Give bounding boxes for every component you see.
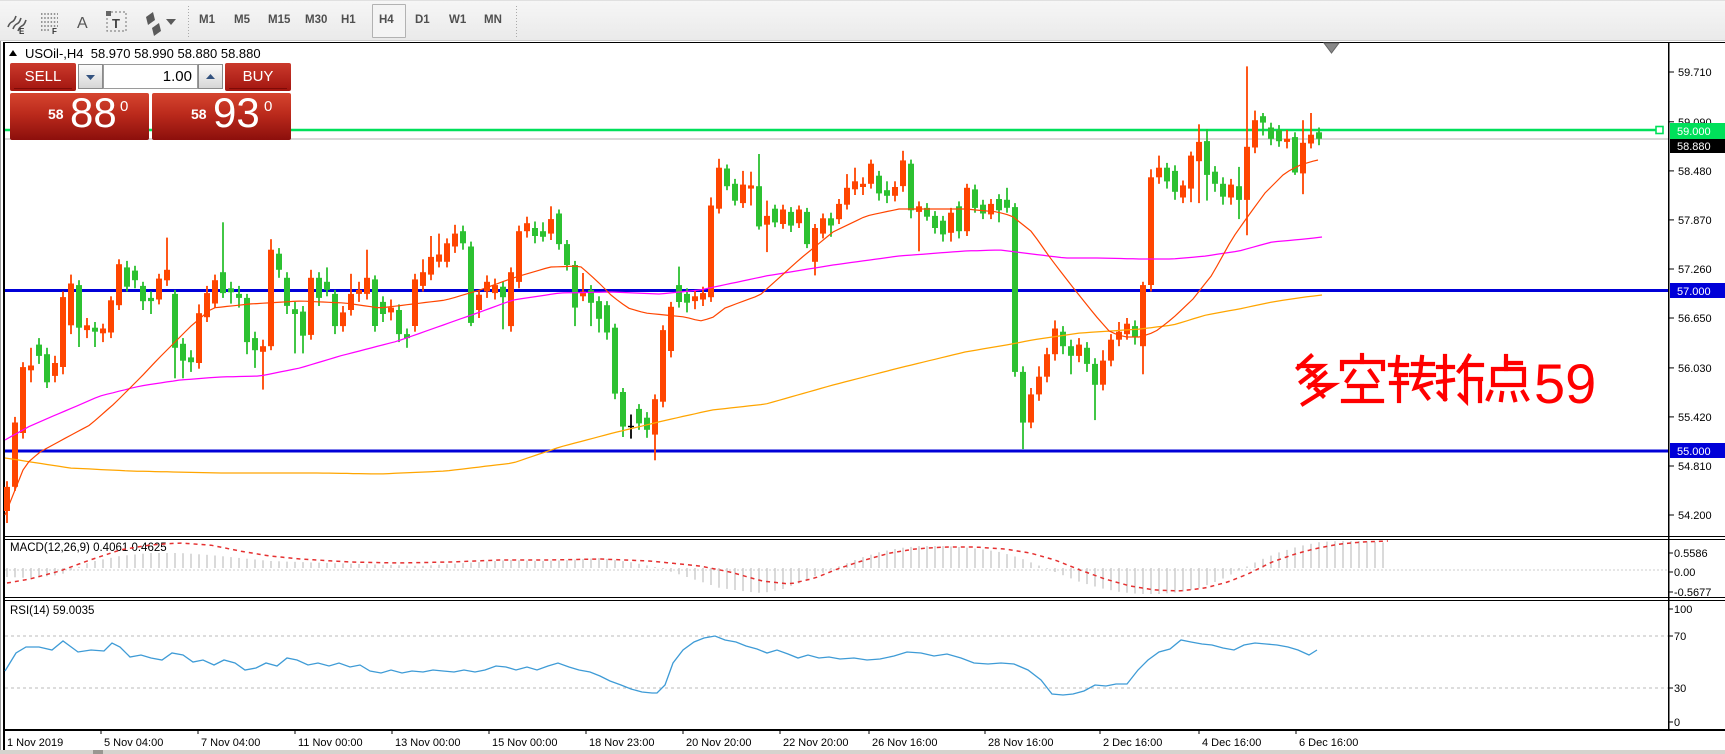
svg-text:22 Nov 20:00: 22 Nov 20:00 [783,737,848,749]
svg-text:54.200: 54.200 [1678,510,1712,522]
svg-text:E: E [19,27,25,36]
svg-text:56.030: 56.030 [1678,363,1712,375]
svg-text:59.710: 59.710 [1678,67,1712,79]
svg-text:55.420: 55.420 [1678,412,1712,424]
svg-text:57.870: 57.870 [1678,215,1712,227]
svg-text:0.5586: 0.5586 [1674,548,1708,560]
svg-text:100: 100 [1674,604,1692,616]
svg-text:F: F [52,27,57,36]
svg-text:20 Nov 20:00: 20 Nov 20:00 [686,737,751,749]
svg-text:30: 30 [1674,683,1686,695]
svg-text:58.880: 58.880 [1677,141,1711,153]
svg-text:1 Nov 2019: 1 Nov 2019 [7,737,63,749]
svg-text:18 Nov 23:00: 18 Nov 23:00 [589,737,654,749]
svg-text:15 Nov 00:00: 15 Nov 00:00 [492,737,557,749]
svg-text:0.00: 0.00 [1674,567,1695,579]
svg-text:26 Nov 16:00: 26 Nov 16:00 [872,737,937,749]
svg-text:11 Nov 00:00: 11 Nov 00:00 [298,737,363,749]
svg-text:28 Nov 16:00: 28 Nov 16:00 [988,737,1053,749]
svg-text:4 Dec 16:00: 4 Dec 16:00 [1202,737,1261,749]
svg-text:MACD(12,26,9) 0.4061 0.4625: MACD(12,26,9) 0.4061 0.4625 [10,542,167,554]
svg-text:59.000: 59.000 [1677,126,1711,138]
svg-text:A: A [77,15,88,32]
svg-text:5 Nov 04:00: 5 Nov 04:00 [104,737,163,749]
svg-text:6 Dec 16:00: 6 Dec 16:00 [1299,737,1358,749]
svg-text:56.650: 56.650 [1678,313,1712,325]
svg-text:57.260: 57.260 [1678,264,1712,276]
svg-text:T: T [112,16,120,31]
svg-text:58.480: 58.480 [1678,166,1712,178]
svg-text:59: 59 [1534,352,1596,415]
svg-text:RSI(14) 59.0035: RSI(14) 59.0035 [10,605,94,617]
svg-text:2 Dec 16:00: 2 Dec 16:00 [1103,737,1162,749]
svg-text:0: 0 [1674,717,1680,729]
svg-text:USOil-,H4 58.970 58.990 58.88: USOil-,H4 58.970 58.990 58.880 58.880 [25,46,261,61]
svg-text:54.810: 54.810 [1678,461,1712,473]
svg-text:7 Nov 04:00: 7 Nov 04:00 [201,737,260,749]
svg-text:55.000: 55.000 [1677,446,1711,458]
svg-text:-0.5677: -0.5677 [1674,587,1711,599]
svg-text:70: 70 [1674,631,1686,643]
svg-text:57.000: 57.000 [1677,286,1711,298]
svg-text:13 Nov 00:00: 13 Nov 00:00 [395,737,460,749]
